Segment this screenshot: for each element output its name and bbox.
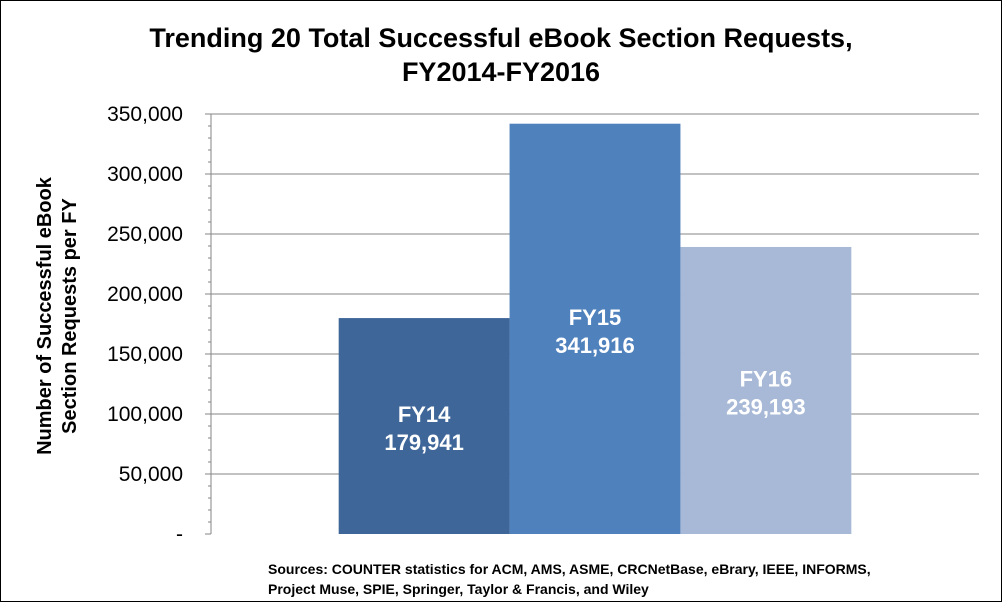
- y-tick-label: 250,000: [107, 223, 183, 246]
- bar-value-label: 239,193: [726, 394, 806, 419]
- bar-value-label: 179,941: [384, 430, 464, 455]
- chart-title-line-1: Trending 20 Total Successful eBook Secti…: [149, 23, 852, 53]
- bar-fy14: [338, 318, 510, 534]
- y-axis-title-line-1: Number of Successful eBook: [34, 176, 56, 455]
- chart-title-line-2: FY2014-FY2016: [402, 57, 600, 87]
- y-axis: - 50,000 100,000 150,000 200,000 250,000 300,0…: [107, 103, 212, 546]
- data-labels: FY14 179,941 FY15 341,916 FY16 239,193: [384, 305, 805, 455]
- y-axis-title-line-2: Section Requests per FY: [59, 198, 81, 434]
- y-tick-label: 300,000: [107, 163, 183, 186]
- y-tick-label: 50,000: [119, 463, 183, 486]
- bar-fy15: [509, 123, 681, 534]
- bar-category-label: FY14: [398, 402, 451, 427]
- sources-note-line-2: Project Muse, SPIE, Springer, Taylor & F…: [268, 581, 649, 597]
- y-tick-label: -: [176, 523, 183, 546]
- y-tick-label: 350,000: [107, 103, 183, 126]
- bar-value-label: 341,916: [555, 333, 635, 358]
- bar-category-label: FY15: [569, 305, 622, 330]
- bar-fy16: [680, 246, 852, 535]
- y-tick-label: 100,000: [107, 403, 183, 426]
- sources-note-line-1: Sources: COUNTER statistics for ACM, AMS…: [268, 561, 871, 577]
- bar-category-label: FY16: [740, 366, 793, 391]
- y-tick-label: 200,000: [107, 283, 183, 306]
- y-tick-label: 150,000: [107, 343, 183, 366]
- bars: [338, 123, 852, 535]
